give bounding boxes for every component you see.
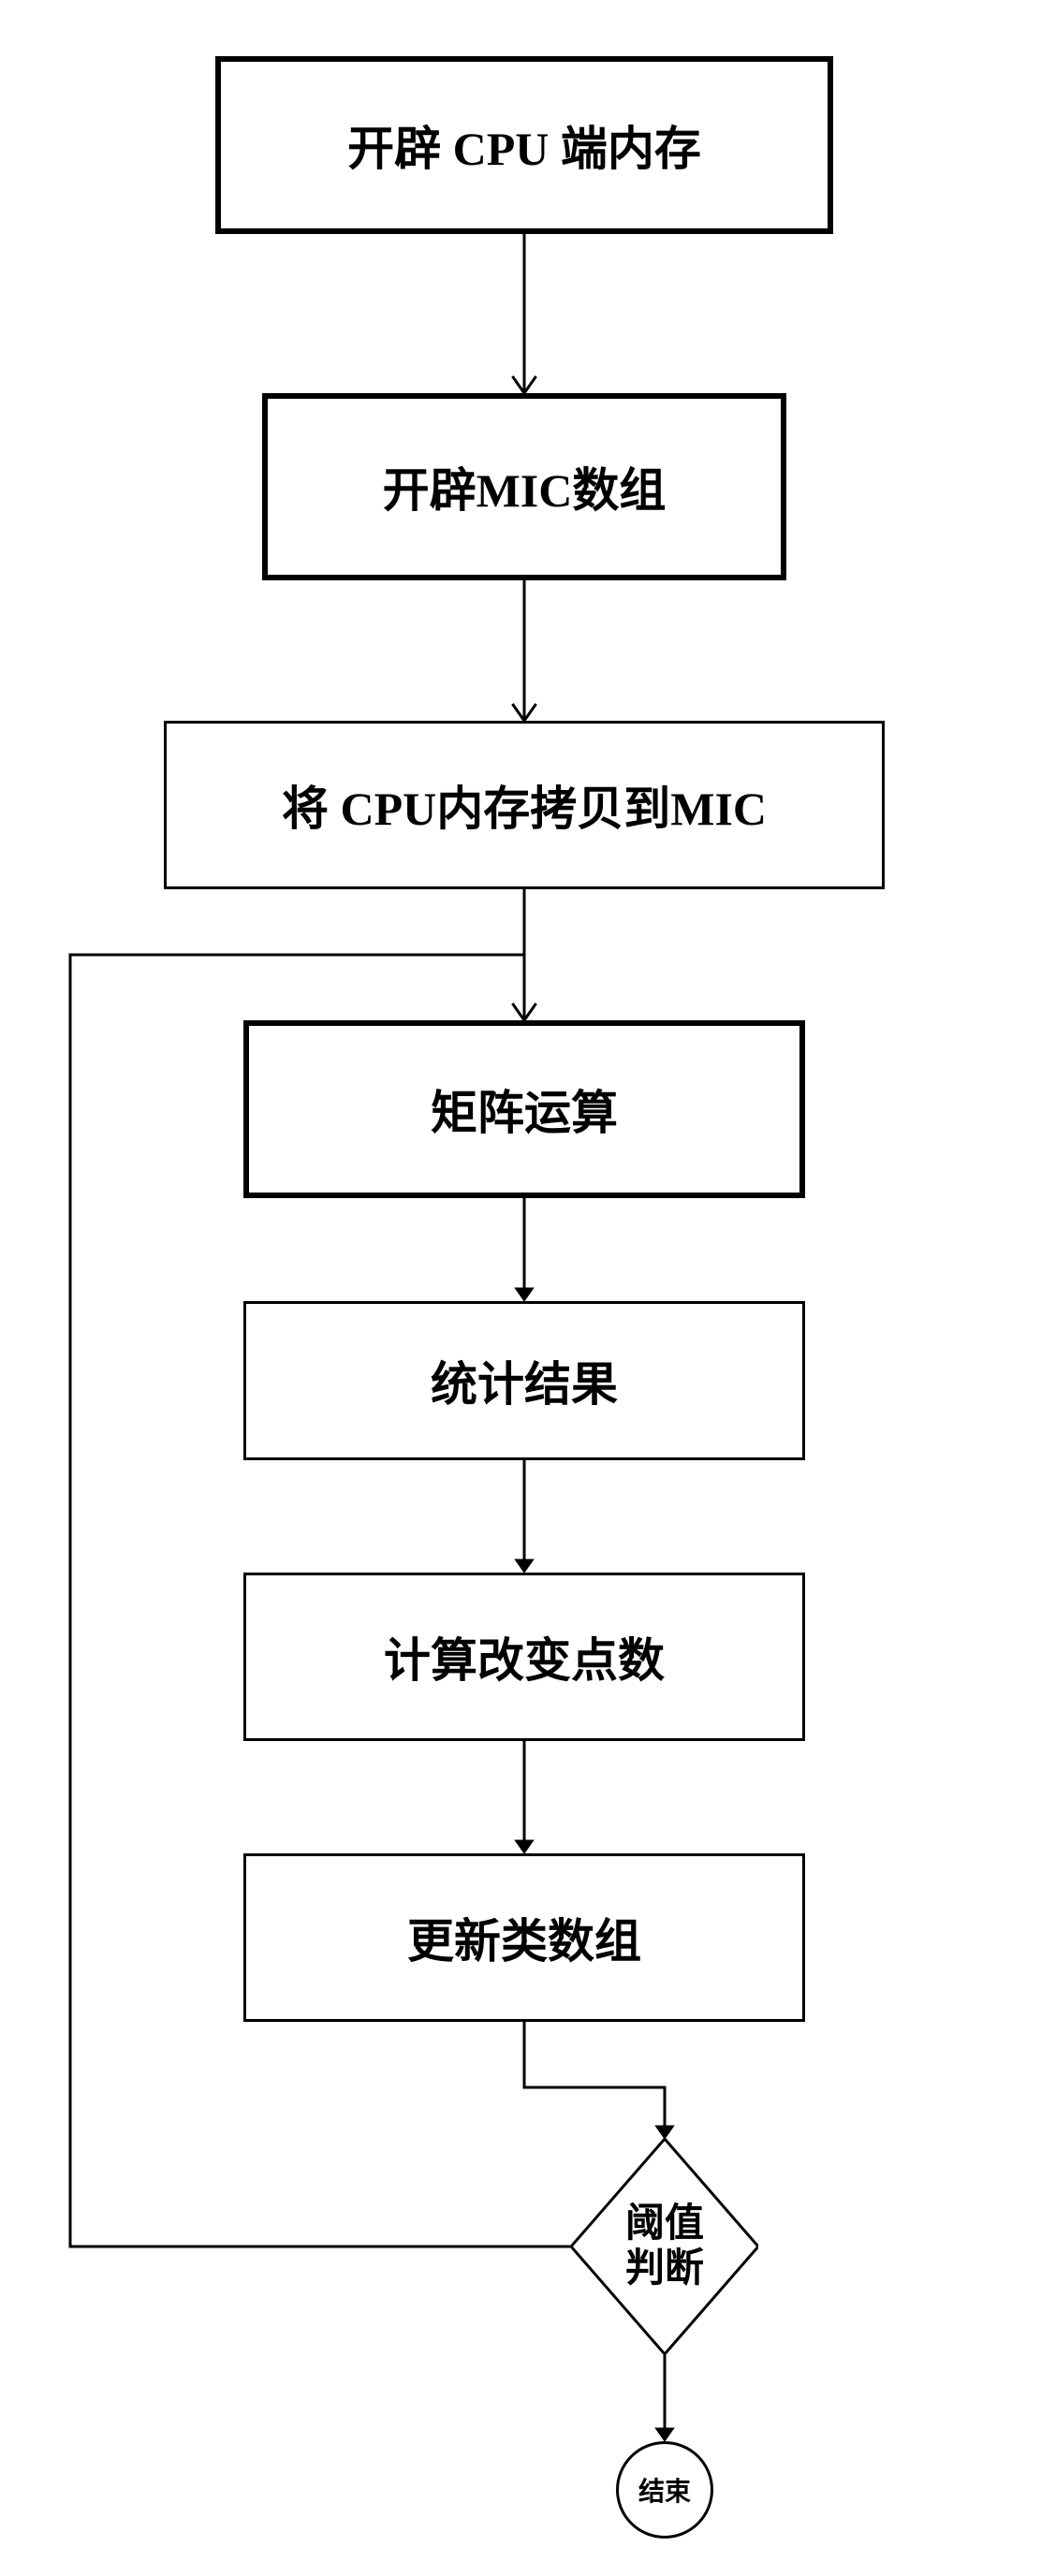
edge-e7 <box>524 2022 665 2139</box>
edges-layer <box>0 0 1041 2576</box>
edge-e9 <box>70 955 571 2247</box>
